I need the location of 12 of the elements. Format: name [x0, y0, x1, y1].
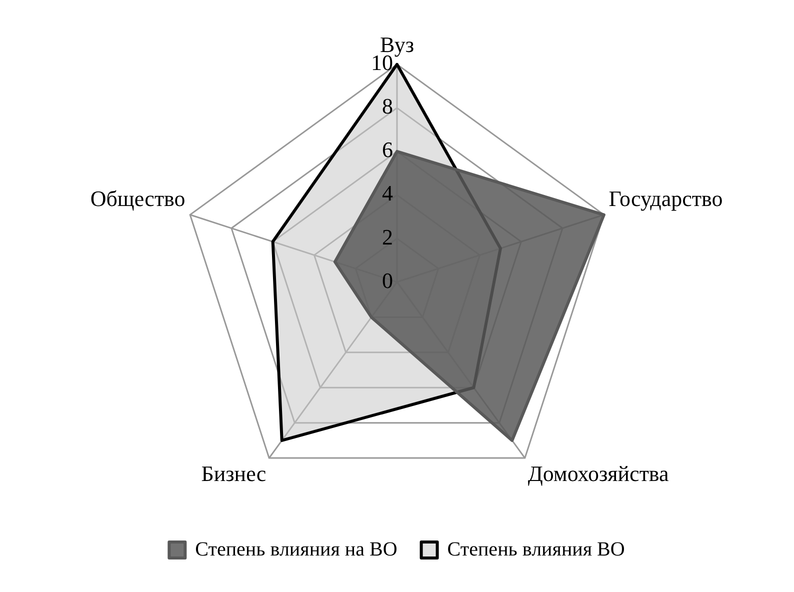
y-tick-label: 4 [382, 180, 393, 206]
y-tick-label: 2 [382, 224, 393, 250]
legend-label: Степень влияния ВО [447, 538, 625, 560]
legend-label: Степень влияния на ВО [195, 538, 398, 560]
spoke-label: Государство [608, 186, 723, 211]
spoke-label: Бизнес [201, 461, 266, 486]
y-tick-label: 6 [382, 137, 393, 162]
y-tick-label: 0 [382, 268, 393, 293]
spoke-label: Общество [90, 186, 186, 211]
spoke-label: Домохозяйства [528, 461, 670, 486]
y-tick-label: 8 [382, 94, 393, 119]
spoke-label: Вуз [380, 32, 414, 57]
